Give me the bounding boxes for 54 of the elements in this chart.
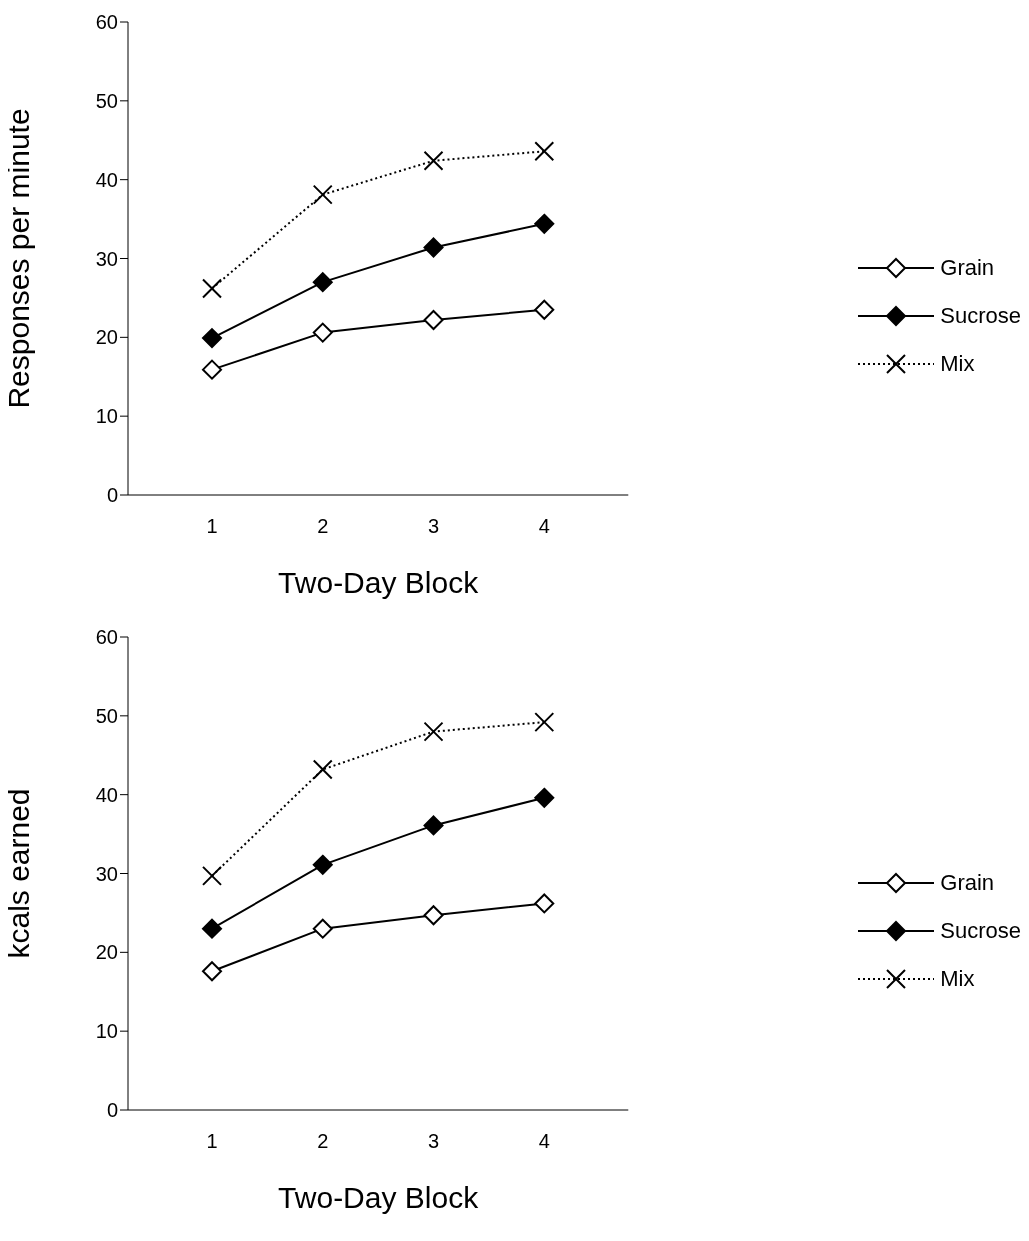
point xyxy=(534,213,555,234)
y-tick-label: 0 xyxy=(106,484,118,507)
point xyxy=(534,893,555,914)
legend-label: Grain xyxy=(940,869,995,896)
x-axis-title: Two-Day Block xyxy=(278,566,480,599)
point xyxy=(423,905,444,926)
x-tick-label: 4 xyxy=(538,515,550,538)
point xyxy=(423,309,444,330)
point xyxy=(202,961,222,982)
x-tick-label: 4 xyxy=(538,1130,550,1153)
x-tick-label: 3 xyxy=(427,1130,440,1153)
y-tick-label: 60 xyxy=(95,626,118,649)
point xyxy=(312,322,333,343)
point xyxy=(312,759,333,780)
point xyxy=(423,721,444,742)
y-tick-label: 10 xyxy=(95,405,118,428)
point xyxy=(534,141,555,162)
y-tick-label: 30 xyxy=(95,862,118,885)
y-tick-label: 50 xyxy=(95,704,118,727)
point xyxy=(312,272,333,293)
point xyxy=(534,787,555,808)
y-tick-label: 40 xyxy=(95,168,118,191)
x-axis-title: Two-Day Block xyxy=(278,1181,480,1214)
y-tick-label: 30 xyxy=(95,247,118,270)
y-tick-label: 50 xyxy=(95,89,118,112)
point xyxy=(423,815,444,836)
y-tick-label: 60 xyxy=(95,11,118,34)
x-tick-label: 2 xyxy=(317,515,329,538)
point xyxy=(312,854,333,875)
y-tick-label: 0 xyxy=(106,1099,118,1122)
point xyxy=(202,278,222,299)
point xyxy=(423,237,444,258)
x-tick-label: 2 xyxy=(317,1130,329,1153)
y-tick-label: 20 xyxy=(95,941,118,964)
point xyxy=(202,918,222,939)
legend-label: Mix xyxy=(940,965,975,992)
y-tick-label: 10 xyxy=(95,1020,118,1043)
point xyxy=(423,150,444,171)
point xyxy=(202,359,222,380)
x-tick-label: 3 xyxy=(427,515,440,538)
point xyxy=(312,184,333,205)
point xyxy=(312,918,333,939)
y-tick-label: 20 xyxy=(95,326,118,349)
legend-label: Sucrose xyxy=(940,302,1021,329)
legend-label: Mix xyxy=(940,350,975,377)
point xyxy=(202,328,222,349)
point xyxy=(534,712,555,733)
x-tick-label: 1 xyxy=(206,515,218,538)
x-tick-label: 1 xyxy=(206,1130,218,1153)
legend-label: Sucrose xyxy=(940,917,1021,944)
y-tick-label: 40 xyxy=(95,783,118,806)
point xyxy=(534,299,555,320)
point xyxy=(202,865,222,886)
legend-label: Grain xyxy=(940,254,995,281)
